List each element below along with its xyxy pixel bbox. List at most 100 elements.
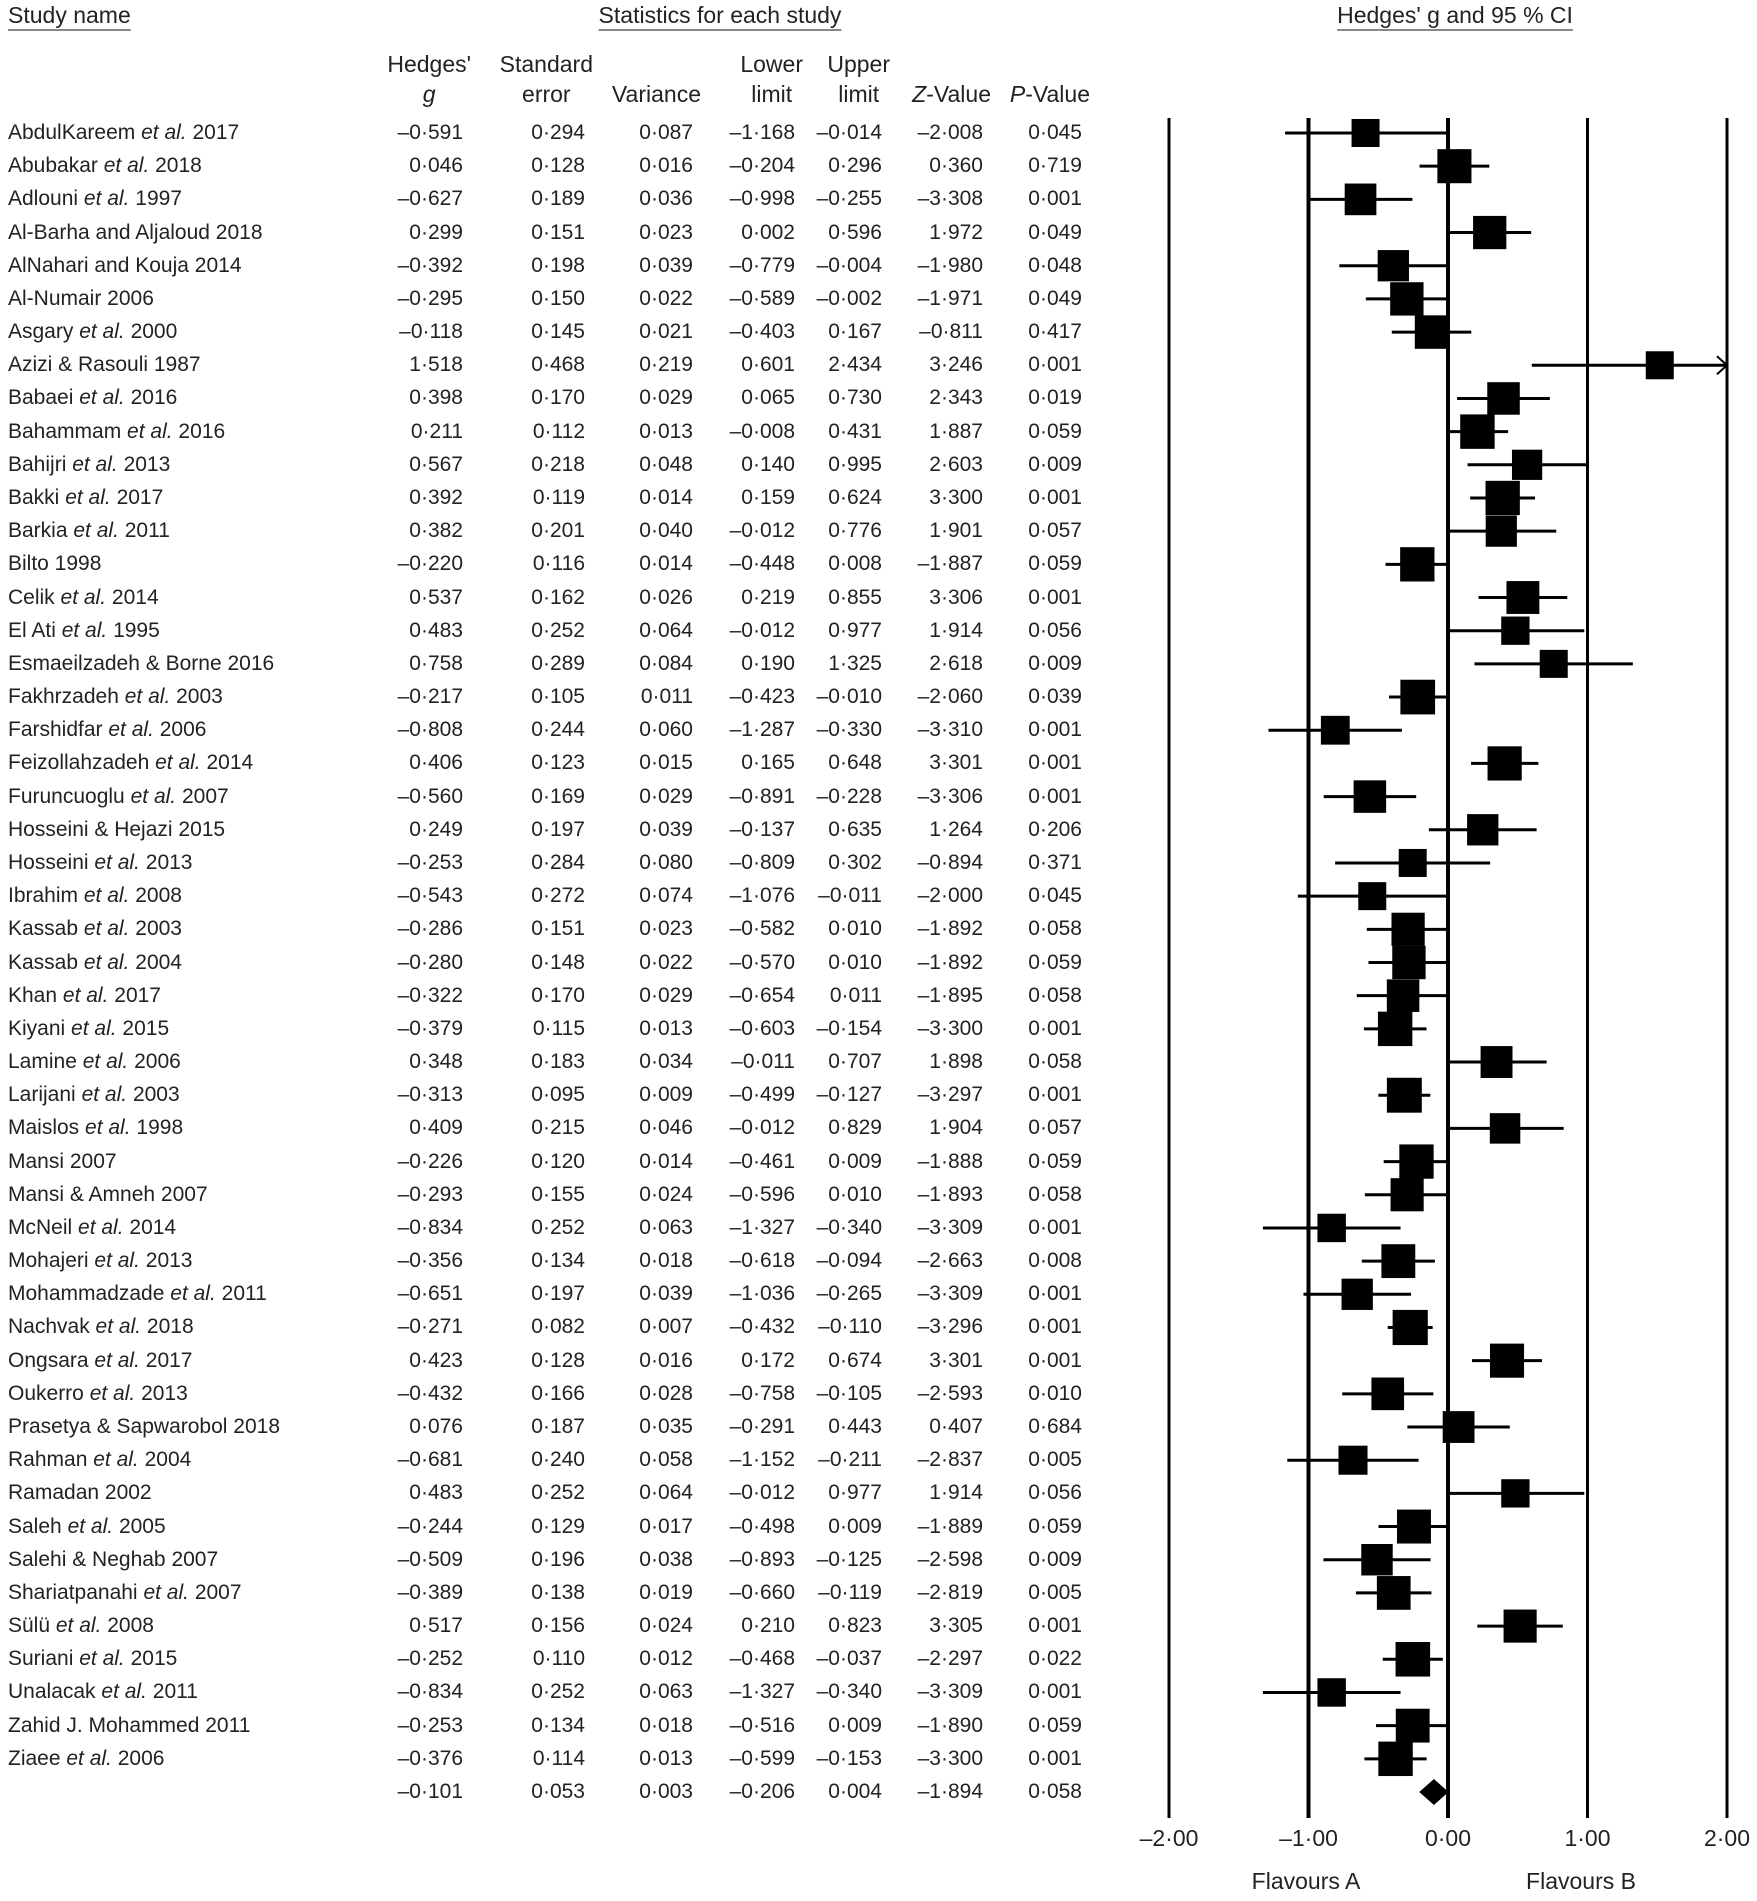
study-year: 2015: [122, 1016, 170, 1040]
cell-variance: 0·026: [639, 585, 693, 609]
cell-upper-limit: –0·125: [816, 1547, 882, 1571]
effect-size-marker: [1460, 414, 1495, 449]
cell-variance: 0·029: [639, 386, 693, 410]
cell-standard-error: 0·252: [531, 1680, 585, 1704]
study-et-al: et al.: [79, 1647, 125, 1671]
cell-standard-error: 0·123: [531, 751, 585, 775]
cell-z-value: –1·890: [917, 1713, 983, 1737]
cell-variance: 0·024: [639, 1614, 693, 1638]
cell-z-value: 0·407: [929, 1415, 983, 1439]
cell-hedges-g: –0·389: [397, 1580, 463, 1604]
cell-lower-limit: –0·599: [729, 1746, 795, 1770]
study-year: 2018: [155, 154, 202, 178]
study-year: 2017: [114, 983, 161, 1007]
cell-standard-error: 0·289: [531, 651, 585, 675]
x-tick-label: –1·00: [1279, 1825, 1338, 1851]
cell-p-value: 0·059: [1028, 950, 1082, 974]
cell-p-value: 0·001: [1028, 784, 1082, 808]
cell-variance: 0·063: [639, 1680, 693, 1704]
cell-upper-limit: –0·340: [816, 1680, 882, 1704]
effect-size-marker: [1390, 282, 1424, 316]
cell-variance: 0·084: [639, 651, 693, 675]
cell-standard-error: 0·105: [531, 685, 585, 709]
study-et-al: et al.: [81, 1083, 128, 1107]
study-year: 2016: [130, 386, 178, 410]
cell-variance: 0·009: [639, 1083, 693, 1107]
study-author: Hosseini: [8, 850, 89, 874]
cell-hedges-g: 0·348: [409, 1050, 463, 1074]
study-name: Mansi 2007: [8, 1150, 117, 1174]
effect-size-marker: [1467, 814, 1499, 846]
cell-lower-limit: –0·891: [729, 784, 795, 808]
study-name: Kassab et al. 2003: [8, 917, 182, 941]
study-name: AlNahari and Kouja 2014: [8, 254, 242, 278]
study-author: Bilto 1998: [8, 552, 102, 576]
cell-upper-limit: 0·009: [828, 1149, 882, 1173]
cell-standard-error: 0·134: [531, 1249, 585, 1273]
cell-z-value: 3·301: [929, 751, 983, 775]
cell-standard-error: 0·053: [531, 1780, 585, 1803]
study-author: AlNahari and Kouja 2014: [8, 253, 242, 277]
cell-lower-limit: 0·172: [741, 1348, 795, 1372]
cell-p-value: 0·001: [1028, 1215, 1082, 1239]
study-et-al: et al.: [170, 1282, 216, 1306]
study-et-al: et al.: [94, 1249, 140, 1273]
effect-size-marker: [1442, 1411, 1475, 1443]
cell-z-value: –1·887: [917, 552, 983, 576]
cell-standard-error: 0·284: [531, 850, 585, 874]
cell-p-value: 0·058: [1028, 1182, 1082, 1206]
cell-z-value: –3·297: [917, 1083, 983, 1107]
cell-z-value: 3·305: [929, 1614, 983, 1638]
cell-standard-error: 0·218: [531, 452, 585, 476]
cell-variance: 0·014: [639, 1149, 693, 1173]
study-et-al: et al.: [108, 718, 154, 742]
cell-standard-error: 0·162: [531, 585, 585, 609]
effect-size-marker: [1371, 1377, 1405, 1411]
effect-size-marker: [1501, 1479, 1530, 1508]
study-year: 1998: [136, 1116, 184, 1140]
cell-standard-error: 0·119: [532, 485, 585, 509]
cell-variance: 0·028: [639, 1381, 693, 1405]
cell-variance: 0·058: [639, 1448, 693, 1472]
study-author: El Ati: [8, 618, 56, 642]
cell-p-value: 0·056: [1028, 618, 1082, 642]
study-author: Al-Numair 2006: [8, 286, 154, 310]
study-et-al: et al.: [82, 1050, 129, 1074]
cell-hedges-g: –0·379: [397, 1016, 463, 1040]
study-author: Celik: [8, 585, 55, 609]
cell-z-value: –0·894: [917, 850, 983, 874]
cell-z-value: 1·914: [929, 618, 983, 642]
cell-hedges-g: 0·211: [410, 419, 463, 443]
cell-upper-limit: 0·624: [828, 485, 882, 509]
study-et-al: et al.: [79, 320, 125, 344]
cell-variance: 0·023: [639, 220, 693, 244]
cell-p-value: 0·056: [1028, 1481, 1082, 1505]
cell-lower-limit: –0·596: [729, 1182, 795, 1206]
cell-standard-error: 0·128: [531, 1348, 585, 1372]
cell-standard-error: 0·114: [532, 1746, 585, 1770]
cell-p-value: 0·417: [1028, 320, 1082, 344]
cell-z-value: 1·901: [929, 519, 983, 543]
cell-hedges-g: –0·226: [397, 1149, 463, 1173]
cell-hedges-g: 0·076: [409, 1415, 463, 1439]
cell-z-value: –1·971: [917, 286, 983, 310]
effect-size-marker: [1381, 1244, 1416, 1279]
study-author: Khan: [8, 983, 58, 1007]
cell-lower-limit: –0·893: [729, 1547, 795, 1571]
cell-lower-limit: 0·219: [741, 585, 795, 609]
cell-upper-limit: –0·154: [816, 1016, 882, 1040]
cell-p-value: 0·001: [1028, 1680, 1082, 1704]
cell-standard-error: 0·116: [532, 552, 585, 576]
cell-hedges-g: 1·518: [409, 353, 463, 377]
cell-p-value: 0·206: [1028, 817, 1082, 841]
column-header-line2: Z-Value: [912, 81, 991, 107]
cell-hedges-g: –0·286: [397, 917, 463, 941]
cell-variance: 0·046: [639, 1116, 693, 1140]
study-et-al: et al.: [94, 850, 140, 874]
study-name: Hosseini & Hejazi 2015: [8, 818, 225, 842]
column-header-p-value: P-Value: [1010, 49, 1090, 109]
cell-hedges-g: –0·543: [397, 884, 463, 908]
effect-size-marker: [1351, 119, 1380, 147]
cell-standard-error: 0·215: [531, 1116, 585, 1140]
effect-size-marker: [1376, 1576, 1411, 1610]
